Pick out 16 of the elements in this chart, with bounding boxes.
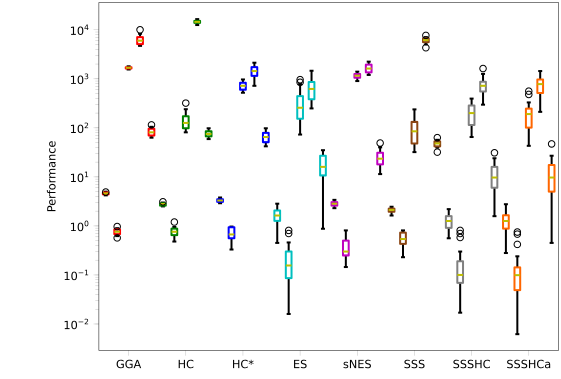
y-tick-label: 10$^{3}$	[70, 74, 88, 84]
x-tick-label: GGA	[116, 360, 142, 368]
x-tick-label: ES	[294, 360, 307, 368]
x-tick-label: HC	[178, 360, 194, 368]
y-tick-label: 10$^{0}$	[70, 220, 88, 232]
x-tick-label: sNES	[344, 360, 371, 368]
x-tick-label: SSSHCa	[507, 360, 550, 368]
y-tick-label: 10$^{−2}$	[64, 318, 88, 330]
y-axis-title: Performance	[46, 141, 56, 212]
x-tick-label: HC*	[233, 360, 254, 368]
y-tick-label: 10$^{1}$	[70, 172, 88, 182]
y-tick-label: 10$^{4}$	[70, 24, 88, 36]
y-tick-label: 10$^{2}$	[70, 122, 88, 134]
x-tick-label: SSSHC	[453, 360, 490, 368]
y-tick-label: 10$^{−1}$	[64, 270, 88, 280]
x-tick-label: SSS	[404, 360, 425, 368]
